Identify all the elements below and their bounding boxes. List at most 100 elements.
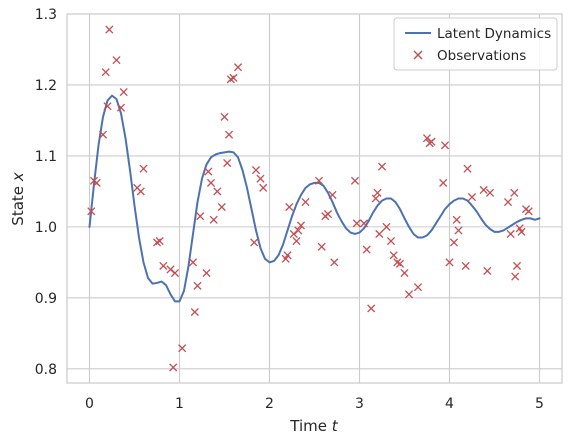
legend: Latent Dynamics Observations	[393, 17, 558, 71]
y-axis-label-text: State	[9, 186, 27, 226]
observation-point	[314, 176, 324, 185]
observation-point	[178, 344, 187, 353]
observation-point	[193, 281, 202, 290]
observation-point	[506, 229, 515, 239]
y-axis-label: State x	[9, 172, 27, 226]
observation-point	[413, 283, 423, 292]
legend-label-observations: Observations	[437, 48, 526, 64]
observation-point	[217, 202, 226, 212]
observation-point	[112, 56, 121, 65]
observation-point	[359, 219, 369, 228]
observation-point	[445, 258, 454, 267]
y-tick-label: 1.1	[35, 149, 57, 165]
observation-point	[510, 188, 519, 197]
x-tick-label: 1	[175, 396, 184, 412]
observation-point	[296, 221, 306, 230]
observation-point	[213, 187, 222, 196]
observation-point	[155, 237, 164, 246]
observation-point	[159, 261, 168, 270]
x-axis-label-var: t	[332, 417, 339, 435]
observation-point	[233, 63, 243, 72]
y-tick-label: 1.3	[35, 7, 57, 23]
observation-point	[449, 238, 459, 247]
observation-point	[386, 237, 396, 246]
observation-point	[224, 130, 234, 139]
observation-point	[220, 112, 229, 121]
observation-point	[467, 193, 477, 202]
observation-point	[292, 237, 301, 246]
observation-point	[196, 212, 205, 221]
observation-point	[479, 185, 488, 195]
observation-point	[289, 229, 298, 239]
observation-point	[136, 187, 145, 196]
x-axis-label: Time t	[289, 417, 339, 435]
observation-point	[229, 73, 238, 82]
x-axis-label-text: Time	[289, 417, 327, 435]
x-tick-label: 4	[445, 396, 454, 412]
observation-point	[190, 307, 199, 317]
observation-point	[170, 268, 180, 278]
observation-point	[511, 272, 520, 281]
observation-point	[87, 207, 96, 216]
y-tick-label: 0.9	[35, 291, 57, 307]
observation-point	[422, 134, 432, 143]
legend-marker-x	[413, 50, 423, 60]
observation-point	[452, 215, 461, 224]
observation-point	[223, 158, 232, 168]
plot-frame	[66, 13, 563, 384]
observation-point	[166, 265, 175, 274]
observation-point	[371, 194, 380, 203]
y-axis-label-var: x	[9, 172, 27, 182]
observation-point	[204, 167, 213, 176]
y-tick-label: 1.0	[35, 220, 57, 236]
tick-labels: 0 1 2 3 4 5 0.8 0.9 1.0 1.1 1.2 1.3	[35, 7, 544, 412]
observation-point	[256, 174, 265, 183]
observation-point	[352, 219, 361, 228]
observation-point	[350, 176, 360, 185]
observation-point	[283, 251, 292, 260]
observation-point	[119, 87, 128, 97]
x-tick-label: 5	[535, 396, 544, 412]
observation-point	[524, 207, 533, 216]
observation-point	[317, 242, 326, 251]
y-tick-label: 0.8	[35, 362, 57, 378]
grid	[67, 13, 562, 383]
observation-point	[377, 162, 387, 171]
observation-point	[517, 227, 526, 236]
observation-point	[461, 261, 470, 270]
observation-point	[301, 197, 310, 207]
observation-point	[105, 25, 114, 34]
observation-point	[389, 251, 398, 260]
observation-point	[427, 137, 436, 146]
observation-point	[101, 68, 110, 77]
x-tick-label: 3	[355, 396, 364, 412]
observation-point	[382, 222, 391, 231]
observation-point	[209, 215, 218, 224]
x-tick-label: 0	[85, 396, 94, 412]
observation-point	[139, 164, 148, 173]
observation-point	[92, 178, 101, 187]
observation-point	[250, 238, 259, 247]
observation-point	[512, 261, 522, 270]
observation-point	[439, 178, 448, 187]
latent-dynamics-line	[88, 94, 541, 303]
observation-point	[373, 188, 382, 197]
observation-point	[259, 183, 268, 192]
observation-point	[98, 130, 108, 139]
observation-point	[440, 141, 450, 150]
observation-point	[362, 245, 371, 254]
x-tick-label: 2	[265, 396, 274, 412]
observation-point	[202, 268, 211, 278]
observation-point	[454, 226, 463, 235]
observation-point	[188, 258, 198, 267]
observation-point	[251, 166, 261, 175]
observation-point	[330, 258, 339, 267]
observation-point	[485, 188, 495, 197]
legend-box	[393, 17, 558, 71]
observation-point	[328, 190, 337, 200]
observation-point	[395, 259, 405, 268]
observation-point	[323, 210, 333, 219]
observation-point	[404, 290, 414, 299]
legend-label-latent-dynamics: Latent Dynamics	[437, 26, 551, 42]
